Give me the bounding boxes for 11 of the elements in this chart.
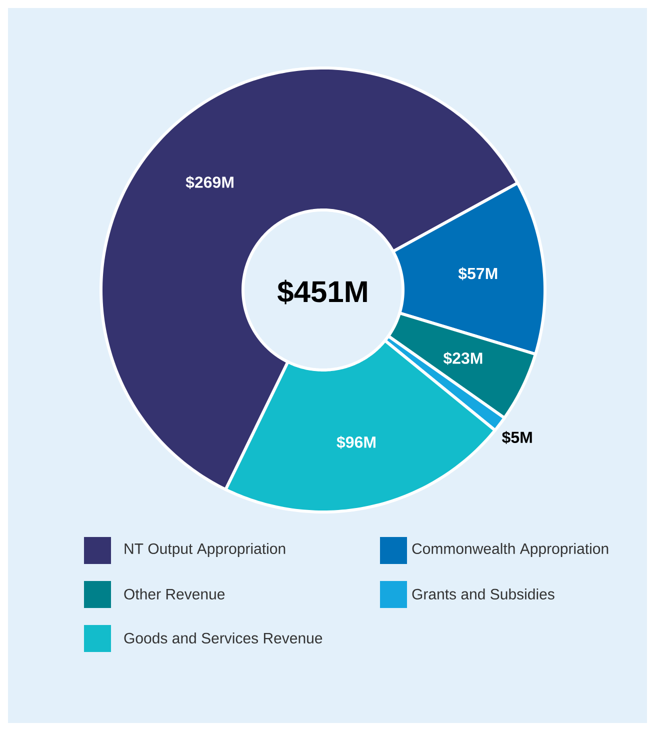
legend-label: Commonwealth Appropriation [412,542,608,557]
data-label: $5M [502,430,532,444]
legend-label: Grants and Subsidies [412,588,554,600]
data-label: $57M [458,267,498,280]
data-label: $96M [336,436,376,449]
data-label: $269M [186,176,234,189]
legend-label: Goods and Services Revenue [124,632,322,644]
legend-label: Other Revenue [124,588,225,600]
text: $451M [278,280,367,304]
data-label: $23M [443,352,482,365]
legend-label: NT Output Appropriation [124,542,286,557]
